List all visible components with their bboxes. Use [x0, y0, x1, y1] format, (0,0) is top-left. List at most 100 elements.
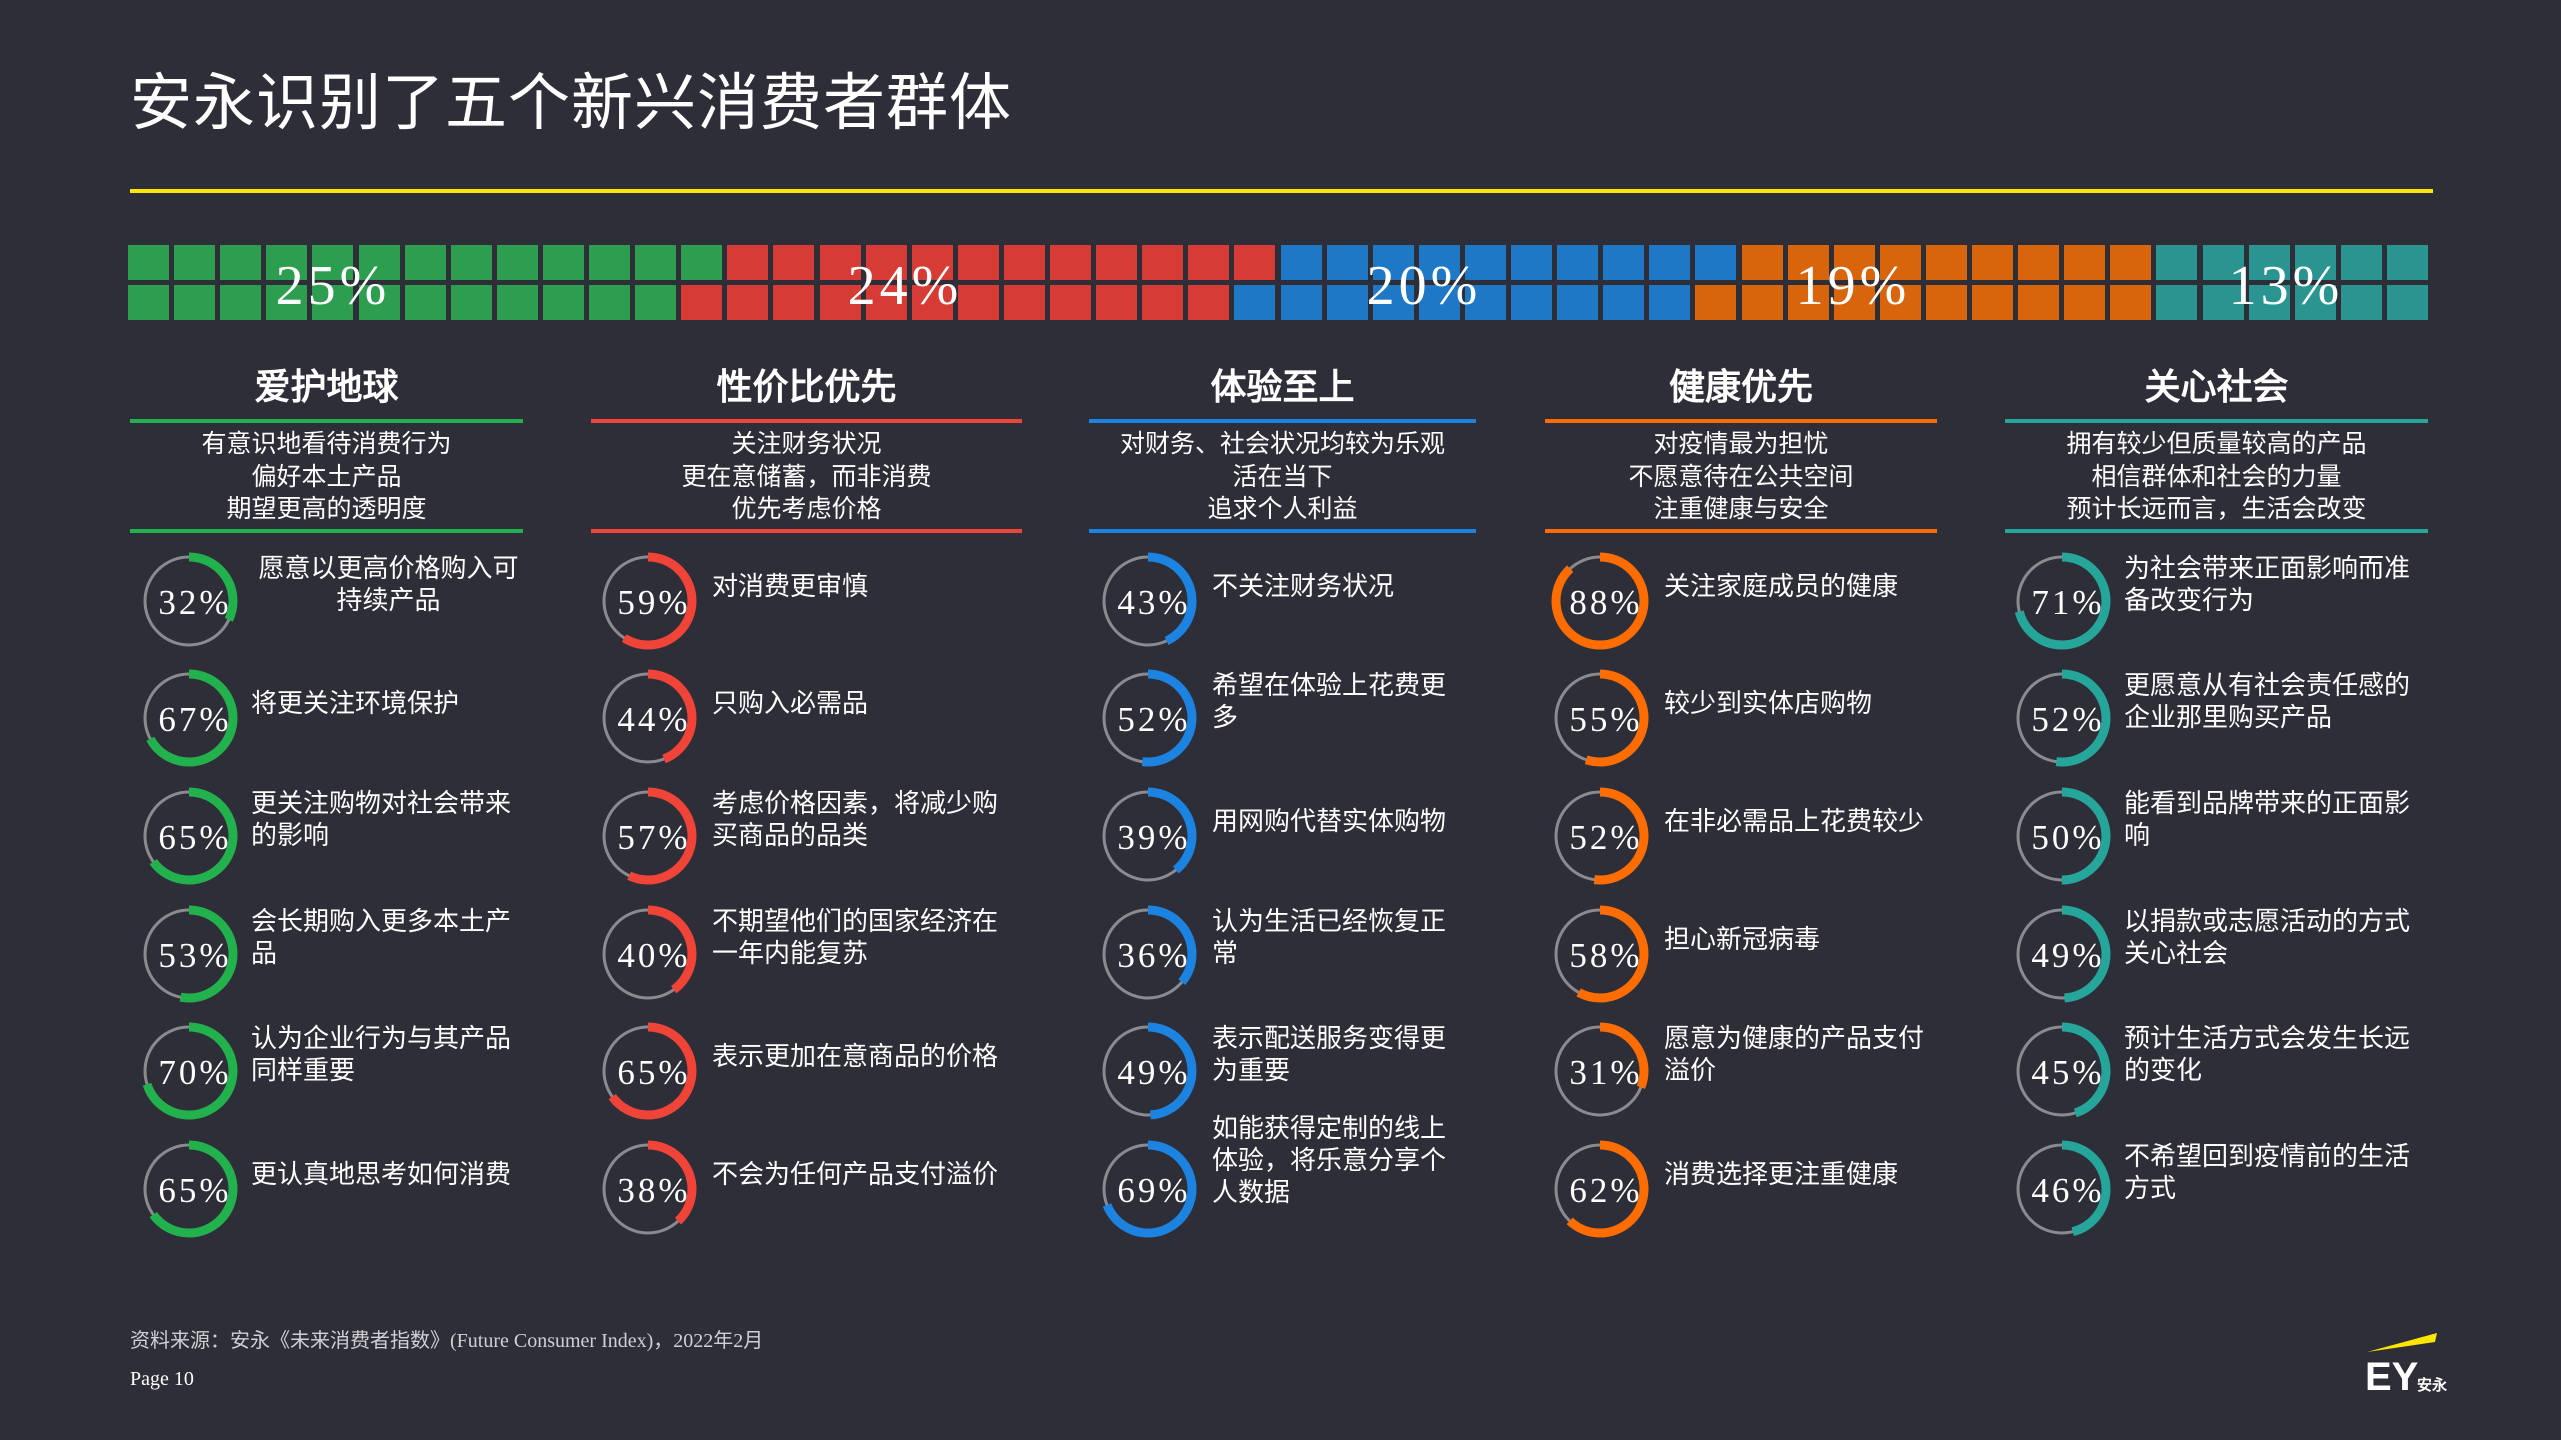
- waffle-square: [1879, 245, 1921, 280]
- waffle-square: [1464, 285, 1506, 320]
- percent-value: 40%: [617, 936, 691, 975]
- ring-arc: [1099, 787, 1197, 885]
- waffle-square: [589, 245, 631, 280]
- waffle-square: [773, 245, 815, 280]
- segment-top-divider: [130, 419, 523, 423]
- waffle-square: [2064, 285, 2106, 320]
- waffle-square: [681, 245, 723, 280]
- segment-title: 关心社会: [2144, 367, 2289, 408]
- waffle-square: [865, 245, 907, 280]
- percent-value: 45%: [2031, 1053, 2105, 1092]
- percent-ring: [599, 787, 697, 885]
- waffle-segment-label: 20%: [1366, 255, 1482, 317]
- ring-arc: [599, 1022, 697, 1120]
- stat-description: 担心新冠病毒: [1664, 925, 1821, 955]
- percent-value: 50%: [2031, 818, 2105, 857]
- waffle-square: [2386, 285, 2428, 320]
- waffle-square: [266, 285, 308, 320]
- ring-arc: [140, 787, 238, 885]
- waffle-square: [404, 285, 446, 320]
- percent-value: 59%: [617, 583, 691, 622]
- stat-description: 不关注财务状况: [1212, 572, 1395, 602]
- ring-arc: [599, 787, 697, 885]
- waffle-square: [635, 245, 677, 280]
- percent-ring: [2013, 669, 2111, 767]
- segment-top-divider: [591, 419, 1022, 423]
- ring-arc: [1551, 552, 1649, 650]
- segment-top-divider: [2005, 419, 2428, 423]
- stat-description: 将更关注环境保护: [251, 689, 460, 719]
- waffle-square: [1280, 245, 1322, 280]
- waffle-square: [128, 285, 170, 320]
- waffle-square: [957, 245, 999, 280]
- waffle-square: [542, 245, 584, 280]
- percent-value: 65%: [158, 1171, 232, 1210]
- waffle-square: [1464, 245, 1506, 280]
- percent-ring: [1551, 1022, 1649, 1120]
- waffle-square: [496, 245, 538, 280]
- ring-arc: [599, 905, 697, 1003]
- stat-description: 预计生活方式会发生长远 的变化: [2124, 1024, 2411, 1086]
- stat-description: 认为生活已经恢复正 常: [1212, 907, 1447, 969]
- segment-description: 关注财务状况 更在意储蓄，而非消费 优先考虑价格: [681, 429, 932, 523]
- waffle-square: [1096, 285, 1138, 320]
- title-divider: [130, 189, 2433, 193]
- waffle-square: [2386, 245, 2428, 280]
- ring-arc: [599, 669, 697, 767]
- percent-value: 31%: [1569, 1053, 1643, 1092]
- waffle-square: [2156, 245, 2198, 280]
- percent-value: 52%: [1569, 818, 1643, 857]
- stat-description: 更愿意从有社会责任感的 企业那里购买产品: [2124, 671, 2411, 733]
- waffle-square: [1050, 285, 1092, 320]
- waffle-square: [1142, 245, 1184, 280]
- ring-arc: [1099, 1140, 1197, 1238]
- ring-arc: [2013, 1022, 2111, 1120]
- waffle-square: [358, 285, 400, 320]
- percent-ring: [1099, 1140, 1197, 1238]
- ring-arc: [1099, 905, 1197, 1003]
- waffle-square: [957, 285, 999, 320]
- waffle-square: [1695, 285, 1737, 320]
- percent-ring: [599, 1140, 697, 1238]
- waffle-square: [404, 245, 446, 280]
- waffle-square: [1603, 285, 1645, 320]
- waffle-square: [681, 285, 723, 320]
- stat-description: 用网购代替实体购物: [1212, 807, 1447, 837]
- waffle-square: [589, 285, 631, 320]
- segment-bottom-divider: [130, 529, 523, 533]
- waffle-square: [2248, 245, 2290, 280]
- ring-arc: [1551, 1022, 1649, 1120]
- segment-column: 性价比优先 关注财务状况 更在意储蓄，而非消费 优先考虑价格: [591, 0, 1022, 1300]
- ring-arc: [140, 905, 238, 1003]
- waffle-square: [1326, 245, 1368, 280]
- waffle-square: [220, 245, 262, 280]
- waffle-square: [1188, 245, 1230, 280]
- waffle-square: [1142, 285, 1184, 320]
- waffle-square: [1372, 245, 1414, 280]
- svg-text:EY: EY: [2365, 1355, 2419, 1399]
- waffle-square: [1050, 245, 1092, 280]
- waffle-square: [2110, 245, 2152, 280]
- stat-description: 能看到品牌带来的正面影 响: [2124, 789, 2411, 851]
- waffle-square: [1418, 285, 1460, 320]
- segment-description: 对疫情最为担忧 不愿意待在公共空间 注重健康与安全: [1628, 429, 1854, 523]
- percent-value: 67%: [158, 700, 232, 739]
- stat-description: 为社会带来正面影响而准 备改变行为: [2124, 554, 2411, 616]
- waffle-square: [358, 245, 400, 280]
- ey-logo: EY 安永: [2365, 1333, 2448, 1399]
- ring-arc: [1551, 1140, 1649, 1238]
- page-title: 安永识别了五个新兴消费者群体: [130, 66, 1013, 139]
- waffle-square: [1741, 285, 1783, 320]
- percent-value: 36%: [1117, 936, 1191, 975]
- waffle-square: [727, 245, 769, 280]
- stat-description: 不会为任何产品支付溢价: [712, 1160, 999, 1190]
- waffle-square: [1003, 285, 1045, 320]
- percent-ring: [140, 787, 238, 885]
- waffle-square: [220, 285, 262, 320]
- ring-arc: [1551, 905, 1649, 1003]
- waffle-square: [1925, 245, 1967, 280]
- stat-description: 希望在体验上花费更 多: [1212, 671, 1447, 733]
- stat-description: 表示配送服务变得更 为重要: [1212, 1024, 1447, 1086]
- waffle-square: [1695, 245, 1737, 280]
- segment-description: 有意识地看待消费行为 偏好本土产品 期望更高的透明度: [201, 429, 452, 523]
